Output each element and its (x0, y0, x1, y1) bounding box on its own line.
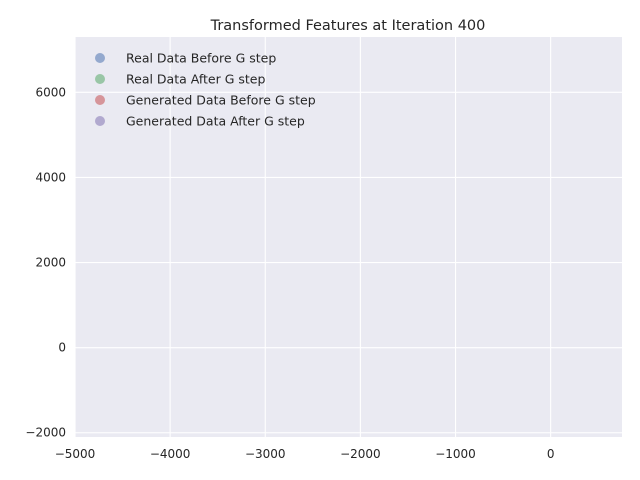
legend-marker (95, 95, 105, 105)
legend: Real Data Before G step Real Data After G… (95, 51, 316, 129)
y-tick-label: 0 (58, 341, 66, 355)
y-tick-label: 2000 (35, 256, 66, 270)
y-axis-ticks: −2000 0 2000 4000 6000 (25, 85, 66, 439)
legend-marker (95, 74, 105, 84)
x-axis-ticks: −5000 −4000 −3000 −2000 −1000 0 (55, 447, 555, 461)
y-tick-label: 6000 (35, 85, 66, 99)
legend-marker (95, 116, 105, 126)
legend-marker (95, 53, 105, 63)
y-tick-label: 4000 (35, 170, 66, 184)
legend-label: Generated Data After G step (126, 114, 305, 129)
x-tick-label: −2000 (340, 447, 381, 461)
plot-area (75, 37, 622, 437)
grid (74, 37, 622, 437)
x-tick-label: −3000 (245, 447, 286, 461)
x-tick-label: −4000 (150, 447, 191, 461)
x-tick-label: −1000 (435, 447, 476, 461)
chart-title: Transformed Features at Iteration 400 (210, 18, 486, 34)
legend-label: Real Data Before G step (126, 51, 276, 66)
legend-label: Generated Data Before G step (126, 93, 316, 108)
x-tick-label: −5000 (55, 447, 96, 461)
x-tick-label: 0 (547, 447, 555, 461)
y-tick-label: −2000 (25, 426, 66, 440)
legend-label: Real Data After G step (126, 72, 265, 87)
